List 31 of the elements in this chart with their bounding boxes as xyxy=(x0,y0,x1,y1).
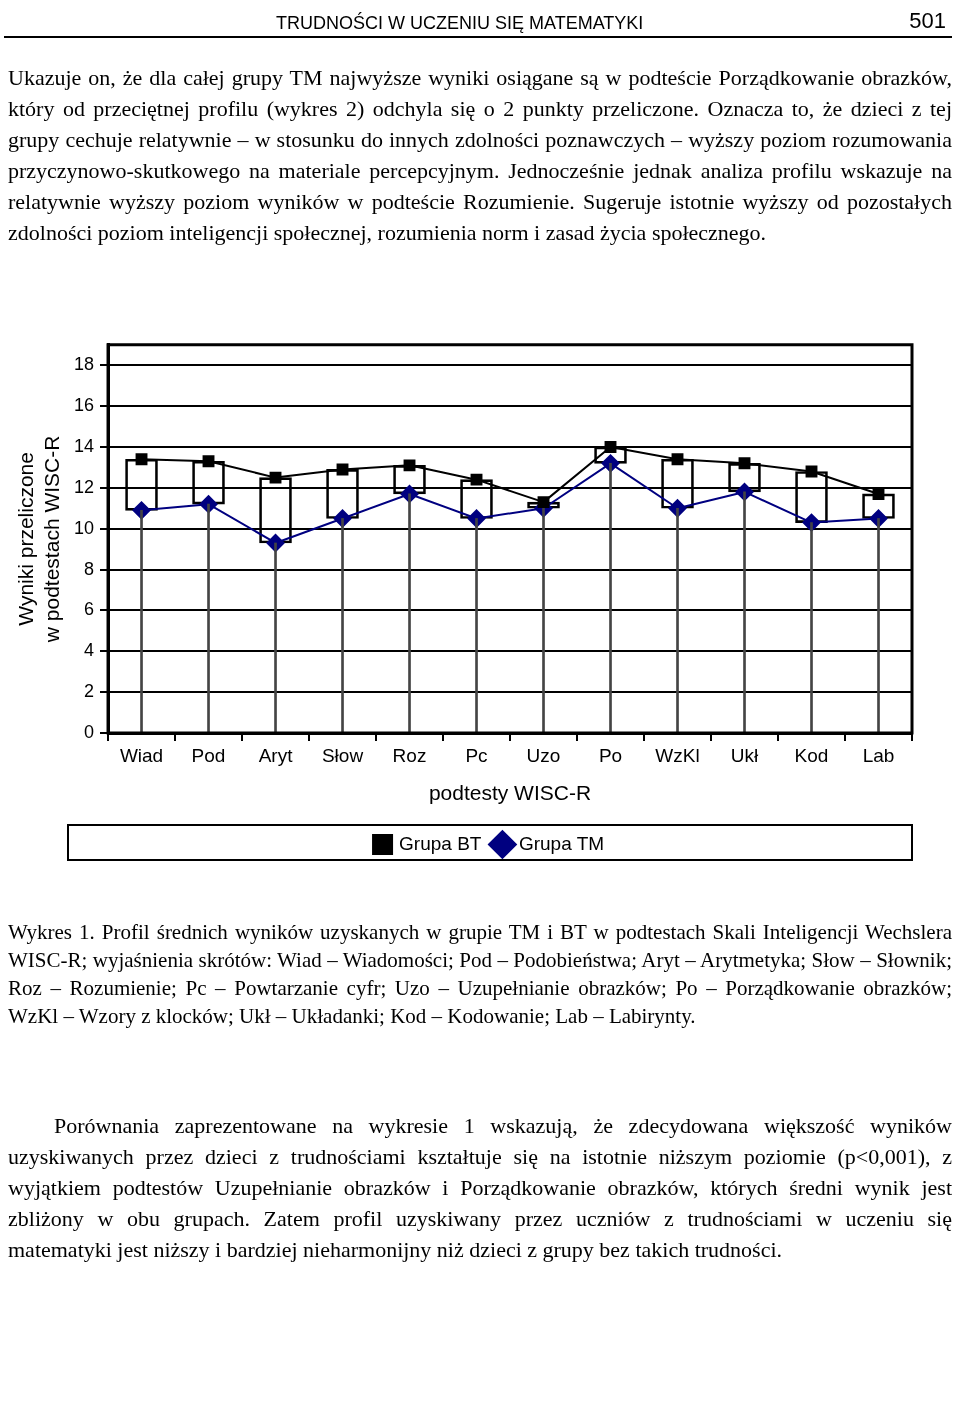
y-tick-label: 14 xyxy=(73,435,95,456)
x-tick-label: Lab xyxy=(862,744,895,766)
y-tick-label: 4 xyxy=(84,640,95,661)
x-tick-label: Pc xyxy=(465,744,488,766)
y-tick-label: 16 xyxy=(73,395,95,416)
x-tick-label: Kod xyxy=(794,744,829,766)
legend-label: Grupa BT xyxy=(399,832,482,854)
x-tick-label: Ukł xyxy=(730,744,759,766)
text: Porównania zaprezentowane na wykresie 1 wskazują, że zdecydowana większość wyników uzyskiwanych przez dzieci z trudnościami kształtuje się na istotnie niższym poziomie (p<0,001), z wyjątkiem podtestów Uzupełnianie obrazków i Porządkowanie obrazków, których średni wynik jest zbliżony w obu grupach. Zatem profil uzyskiwany przez uczniów z trudnościami w uczeniu się matematyki jest niższy i bardziej nieharmonijny niż dzieci z grupy bez takich trudności. xyxy=(8,1112,952,1264)
x-tick-label: Wiad xyxy=(119,744,164,766)
legend-label: Grupa TM xyxy=(518,832,605,854)
text: TRUDNOŚCI W UCZENIU SIĘ MATEMATYKI xyxy=(274,13,645,34)
y-tick-label: 2 xyxy=(84,681,95,702)
x-tick-label: Po xyxy=(598,744,623,766)
y-tick-label: 0 xyxy=(84,721,95,742)
x-tick-label: Uzo xyxy=(526,744,561,766)
x-tick-label: Roz xyxy=(392,744,427,766)
x-tick-label: Aryt xyxy=(258,744,294,766)
x-axis-title: podtesty WISC-R xyxy=(428,781,592,805)
y-tick-label: 6 xyxy=(84,599,95,620)
y-tick-label: 18 xyxy=(73,354,95,375)
text: 501 xyxy=(909,8,946,34)
y-tick-label: 10 xyxy=(73,517,95,538)
text: Wykres 1. Profil średnich wyników uzyskanych w grupie TM i BT w podtestach Skali Inteligencji Wechslera WISC-R; wyjaśnienia skrótów: Wiad – Wiadomości; Pod – Podobieństwa; Aryt – Arytmetyka; Słow – Słownik; Roz – Rozumienie; Pc – Powtarzanie cyfr; Uzo – Uzupełnianie obrazków; Po – Porządkowanie obrazków; WzKl – Wzory z klocków; Ukł – Układanki; Kod – Kodowanie; Lab – Labirynty. xyxy=(8,919,952,1030)
text: Ukazuje on, że dla całej grupy TM najwyższe wyniki osiągane są w podteście Porządkowanie obrazków, który od przeciętnej profilu (wykres 2) odchyla się o 2 punkty przeliczone. Oznacza to, że dzieci z tej grupy cechuje relatywnie – w stosunku do innych zdolności poznawczych – wyższy poziom rozumowania przyczynowo-skutkowego na materiale percepcyjnym. Jednocześnie jednak analiza profilu wskazuje na relatywnie wyższy poziom wyników w podteście Rozumienie. Sugeruje istotnie wyższy od pozostałych zdolności poziom inteligencji społecznej, rozumienia norm i zasad życia społecznego. xyxy=(8,64,952,247)
x-tick-label: WzKl xyxy=(655,744,700,766)
y-axis-title: Wyniki przeliczone w podtestach WISC-R xyxy=(13,435,63,644)
x-tick-label: Słow xyxy=(321,744,364,766)
y-tick-label: 8 xyxy=(84,558,95,579)
x-tick-label: Pod xyxy=(191,744,226,766)
y-tick-label: 12 xyxy=(73,476,95,497)
